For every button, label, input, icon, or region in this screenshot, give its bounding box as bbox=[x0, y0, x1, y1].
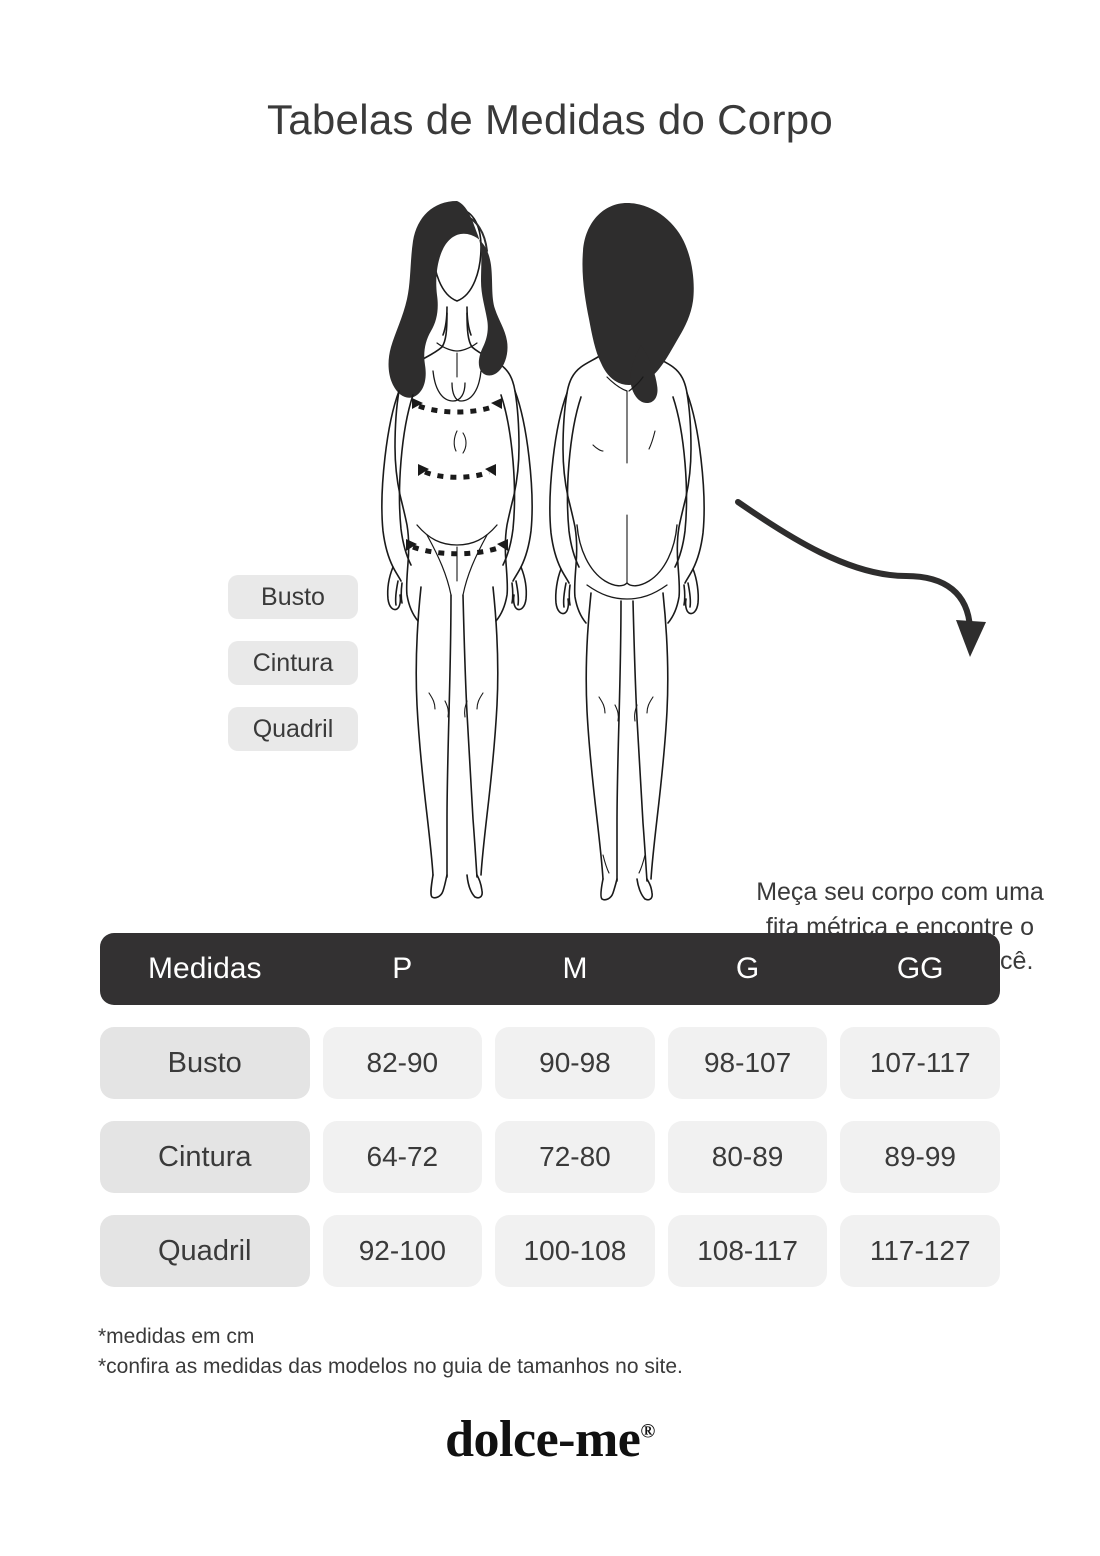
front-body-figure bbox=[381, 201, 533, 899]
curved-arrow-icon bbox=[735, 499, 986, 657]
cell-busto-gg: 107-117 bbox=[840, 1027, 1000, 1099]
table-row: Quadril 92-100 100-108 108-117 117-127 bbox=[100, 1215, 1000, 1287]
footnotes: *medidas em cm *confira as medidas das m… bbox=[98, 1322, 683, 1383]
cell-busto-p: 82-90 bbox=[322, 1027, 483, 1099]
size-table: Medidas P M G GG Busto 82-90 90-98 98-10… bbox=[100, 933, 1000, 1309]
back-body-figure bbox=[549, 203, 705, 901]
brand-logo-text: dolce-me bbox=[445, 1411, 641, 1468]
row-label-cintura: Cintura bbox=[100, 1121, 310, 1193]
cell-quadril-m: 100-108 bbox=[495, 1215, 655, 1287]
measurement-label-quadril: Quadril bbox=[228, 707, 358, 751]
footnote-units: *medidas em cm bbox=[98, 1325, 255, 1348]
hip-dashed-line bbox=[412, 544, 502, 557]
table-header-p: P bbox=[392, 952, 413, 985]
cell-busto-g: 98-107 bbox=[667, 1027, 828, 1099]
table-header-row: Medidas P M G GG bbox=[100, 933, 1000, 1005]
table-row: Busto 82-90 90-98 98-107 107-117 bbox=[100, 1027, 1000, 1099]
cell-quadril-p: 92-100 bbox=[322, 1215, 483, 1287]
cell-cintura-gg: 89-99 bbox=[840, 1121, 1000, 1193]
measurement-label-cintura: Cintura bbox=[228, 641, 358, 685]
table-header-m: M bbox=[562, 952, 588, 985]
footnote-guide: *confira as medidas das modelos no guia … bbox=[98, 1355, 683, 1379]
brand-logo: dolce-me® bbox=[0, 1410, 1100, 1469]
row-label-busto: Busto bbox=[100, 1027, 310, 1099]
cell-busto-m: 90-98 bbox=[495, 1027, 655, 1099]
cell-quadril-g: 108-117 bbox=[667, 1215, 828, 1287]
cell-quadril-gg: 117-127 bbox=[840, 1215, 1000, 1287]
measurement-label-busto: Busto bbox=[228, 575, 358, 619]
table-header-medidas: Medidas bbox=[148, 952, 262, 985]
row-label-quadril: Quadril bbox=[100, 1215, 310, 1287]
table-row: Cintura 64-72 72-80 80-89 89-99 bbox=[100, 1121, 1000, 1193]
table-header-g: G bbox=[735, 952, 760, 985]
table-header-gg: GG bbox=[896, 952, 944, 985]
waist-dashed-line bbox=[423, 469, 491, 480]
measurement-arrow-tips bbox=[406, 398, 508, 551]
body-illustration: Busto Cintura Quadril Meça seu corpo com… bbox=[0, 195, 1100, 975]
cell-cintura-g: 80-89 bbox=[667, 1121, 828, 1193]
page-title: Tabelas de Medidas do Corpo bbox=[266, 96, 834, 143]
bust-dashed-line bbox=[418, 403, 496, 415]
registered-trademark-icon: ® bbox=[640, 1420, 655, 1443]
cell-cintura-p: 64-72 bbox=[322, 1121, 483, 1193]
measurement-label-list: Busto Cintura Quadril bbox=[228, 575, 358, 773]
cell-cintura-m: 72-80 bbox=[495, 1121, 655, 1193]
body-figures-svg bbox=[381, 201, 705, 901]
